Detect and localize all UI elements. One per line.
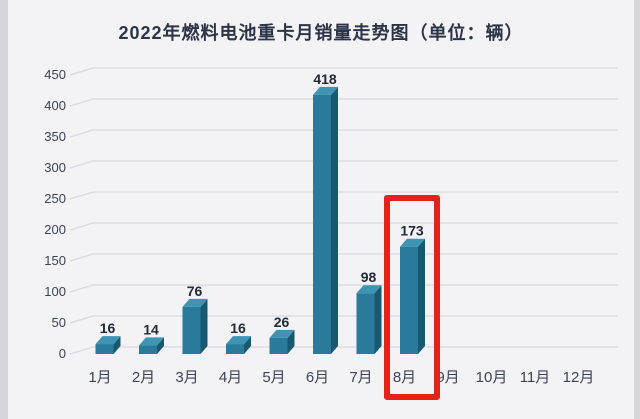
value-label-m4: 16 (230, 320, 246, 336)
value-label-m8: 173 (400, 223, 424, 239)
value-label-m2: 14 (143, 321, 159, 337)
bar-chart: 0 50 100 150 200 250 300 350 400 450 16 1月 14 2月 76 3月 1… (44, 67, 618, 386)
gridline-300 (69, 160, 618, 169)
x-tick-label-m11: 11月 (520, 369, 551, 386)
x-tick-label-m8: 8月 (393, 369, 416, 386)
x-tick-label-m4: 4月 (219, 369, 242, 386)
gridline-50 (69, 315, 618, 324)
bar-m5 (269, 337, 288, 354)
x-tick-label-m7: 7月 (349, 369, 372, 386)
x-tick-label-m5: 5月 (262, 369, 285, 386)
gridline-0 (69, 346, 618, 355)
bar-top-m1 (95, 336, 121, 345)
bar-m7 (356, 293, 375, 354)
gridline-150 (69, 253, 618, 262)
x-tick-label-m3: 3月 (175, 369, 198, 386)
y-tick-label-400: 400 (44, 98, 66, 113)
y-tick-label-200: 200 (44, 222, 66, 237)
gridline-100 (69, 284, 618, 293)
y-tick-label-0: 0 (59, 346, 66, 361)
y-tick-label-350: 350 (44, 129, 66, 144)
gridline-400 (69, 98, 618, 107)
bar-side-m3 (200, 298, 208, 354)
bar-side-m1 (113, 336, 121, 354)
bar-side-m4 (244, 336, 251, 354)
bar-side-m6 (331, 86, 338, 354)
y-tick-label-250: 250 (44, 191, 66, 206)
x-tick-label-m2: 2月 (132, 369, 155, 386)
bar-side-m2 (157, 337, 164, 354)
bar-m8 (400, 246, 418, 354)
bar-top-m5 (269, 329, 295, 338)
gridline-450 (69, 67, 618, 76)
value-label-m1: 16 (100, 320, 116, 336)
gridline-350 (69, 129, 618, 138)
value-label-m5: 26 (274, 314, 290, 330)
bar-m3 (182, 306, 201, 354)
page-left-edge (0, 0, 8, 419)
y-tick-label-450: 450 (44, 67, 66, 82)
chart-title: 2022年燃料电池重卡月销量走势图（单位：辆） (118, 23, 524, 43)
y-tick-label-150: 150 (44, 253, 66, 268)
y-tick-label-50: 50 (52, 315, 66, 330)
value-label-m3: 76 (187, 283, 203, 299)
bar-top-m6 (313, 86, 338, 95)
bar-top-m4 (226, 336, 251, 345)
gridline-200 (69, 222, 618, 231)
y-tick-label-100: 100 (44, 284, 66, 299)
bar-side-m7 (374, 285, 382, 354)
x-tick-label-m12: 12月 (563, 369, 595, 386)
bar-m4 (226, 344, 244, 354)
x-tick-label-m9: 9月 (436, 369, 459, 386)
page-right-edge (634, 0, 640, 419)
value-label-m7: 98 (361, 269, 377, 285)
value-label-m6: 418 (313, 71, 337, 87)
bar-side-m8 (418, 238, 425, 354)
gridline-250 (69, 191, 618, 200)
x-tick-label-m1: 1月 (88, 369, 111, 386)
bar-top-m7 (356, 285, 382, 294)
chart-panel: 2022年燃料电池重卡月销量走势图（单位：辆） 0 50 100 150 200 250 3… (8, 0, 634, 419)
bar-m6 (313, 94, 331, 354)
bar-m2 (139, 345, 157, 354)
x-tick-label-m6: 6月 (306, 369, 329, 386)
bar-m1 (95, 344, 114, 354)
bar-top-m3 (182, 298, 208, 307)
y-tick-label-300: 300 (44, 160, 66, 175)
x-tick-label-m10: 10月 (476, 369, 508, 386)
bar-side-m5 (287, 329, 295, 354)
bar-top-m8 (400, 238, 425, 247)
bar-top-m2 (139, 337, 164, 346)
